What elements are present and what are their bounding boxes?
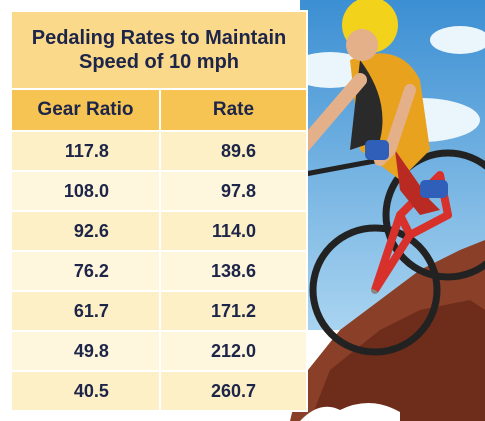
table-cell: 114.0	[160, 211, 307, 251]
table-cell: 171.2	[160, 291, 307, 331]
table-cell: 138.6	[160, 251, 307, 291]
page: Pedaling Rates to Maintain Speed of 10 m…	[0, 0, 485, 421]
table-cell: 212.0	[160, 331, 307, 371]
table-cell: 49.8	[11, 331, 160, 371]
table-cell: 61.7	[11, 291, 160, 331]
column-header: Gear Ratio	[11, 89, 160, 131]
table-cell: 92.6	[11, 211, 160, 251]
table-cell: 97.8	[160, 171, 307, 211]
table-title: Pedaling Rates to Maintain Speed of 10 m…	[11, 11, 307, 89]
table-cell: 76.2	[11, 251, 160, 291]
table-cell: 117.8	[11, 131, 160, 171]
data-table: Pedaling Rates to Maintain Speed of 10 m…	[10, 10, 308, 412]
table-cell: 108.0	[11, 171, 160, 211]
table-cell: 89.6	[160, 131, 307, 171]
column-header: Rate	[160, 89, 307, 131]
table-cell: 40.5	[11, 371, 160, 411]
table-cell: 260.7	[160, 371, 307, 411]
